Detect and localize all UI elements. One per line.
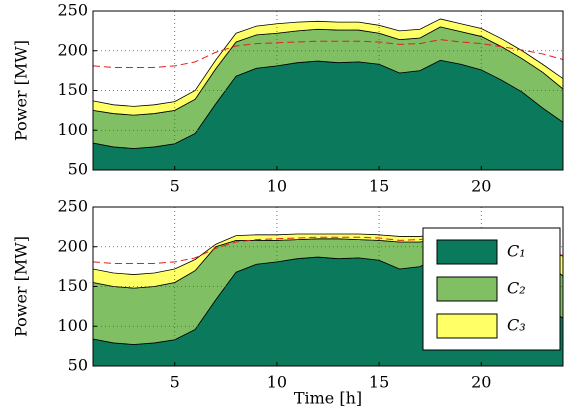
y-tick-label: 150 <box>57 80 88 99</box>
legend-swatch <box>436 276 498 302</box>
y-tick-label: 250 <box>57 197 88 216</box>
plot: 5 10 15 20 50 100 150 200 250 Power [MW] <box>12 1 564 196</box>
plot-area <box>93 18 563 170</box>
legend-label: C₃ <box>507 316 526 335</box>
legend-label: C₂ <box>507 279 526 298</box>
y-tick-label: 200 <box>57 236 88 255</box>
x-tick-label: 15 <box>369 177 389 196</box>
y-tick-label: 100 <box>57 316 88 335</box>
x-tick-label: 15 <box>369 373 389 392</box>
x-tick-label: 20 <box>471 177 491 196</box>
x-tick-label: 5 <box>170 177 180 196</box>
area <box>93 18 563 116</box>
x-axis-label: Time [h] <box>294 389 362 408</box>
x-tick-label: 10 <box>267 177 287 196</box>
y-tick-label: 50 <box>68 356 88 375</box>
y-axis-label: Power [MW] <box>12 236 31 337</box>
plot: 5 10 15 20 50 100 150 200 250 Power [MW] Time [h] C… <box>12 197 564 408</box>
y-tick-label: 100 <box>57 120 88 139</box>
legend-label: C₁ <box>507 242 526 261</box>
x-tick-label: 10 <box>267 373 287 392</box>
legend-swatch <box>436 313 498 339</box>
legend-swatch <box>436 239 498 265</box>
area <box>93 233 563 289</box>
y-tick-label: 200 <box>57 40 88 59</box>
y-tick-label: 150 <box>57 276 88 295</box>
y-tick-label: 50 <box>68 160 88 179</box>
reference-line <box>93 39 563 68</box>
legend: C₁ C₂ C₃ <box>422 227 561 351</box>
x-tick-label: 20 <box>471 373 491 392</box>
y-tick-label: 250 <box>57 1 88 20</box>
y-axis-label: Power [MW] <box>12 40 31 141</box>
x-tick-label: 5 <box>170 373 180 392</box>
